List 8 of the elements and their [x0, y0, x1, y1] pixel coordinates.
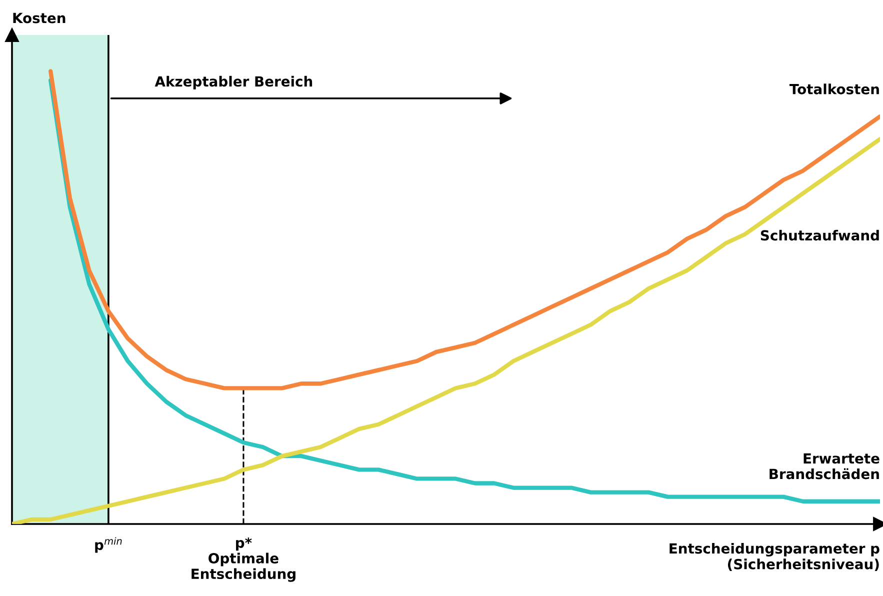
series-label: Totalkosten — [789, 84, 879, 94]
y-axis-title: Kosten — [13, 12, 66, 24]
series-label: Erwartete Brandschäden — [770, 453, 880, 480]
annotation: Akzeptabler Bereich — [154, 76, 312, 90]
x-tick-label: p$^{min}$ — [95, 537, 122, 553]
series-label: Schutzaufwand — [760, 230, 879, 241]
x-axis-title: Entscheidungsparameter p (Sicherheitsniveau) — [670, 542, 880, 572]
x-tick-label: p* Optimale Entscheidung — [192, 537, 296, 582]
